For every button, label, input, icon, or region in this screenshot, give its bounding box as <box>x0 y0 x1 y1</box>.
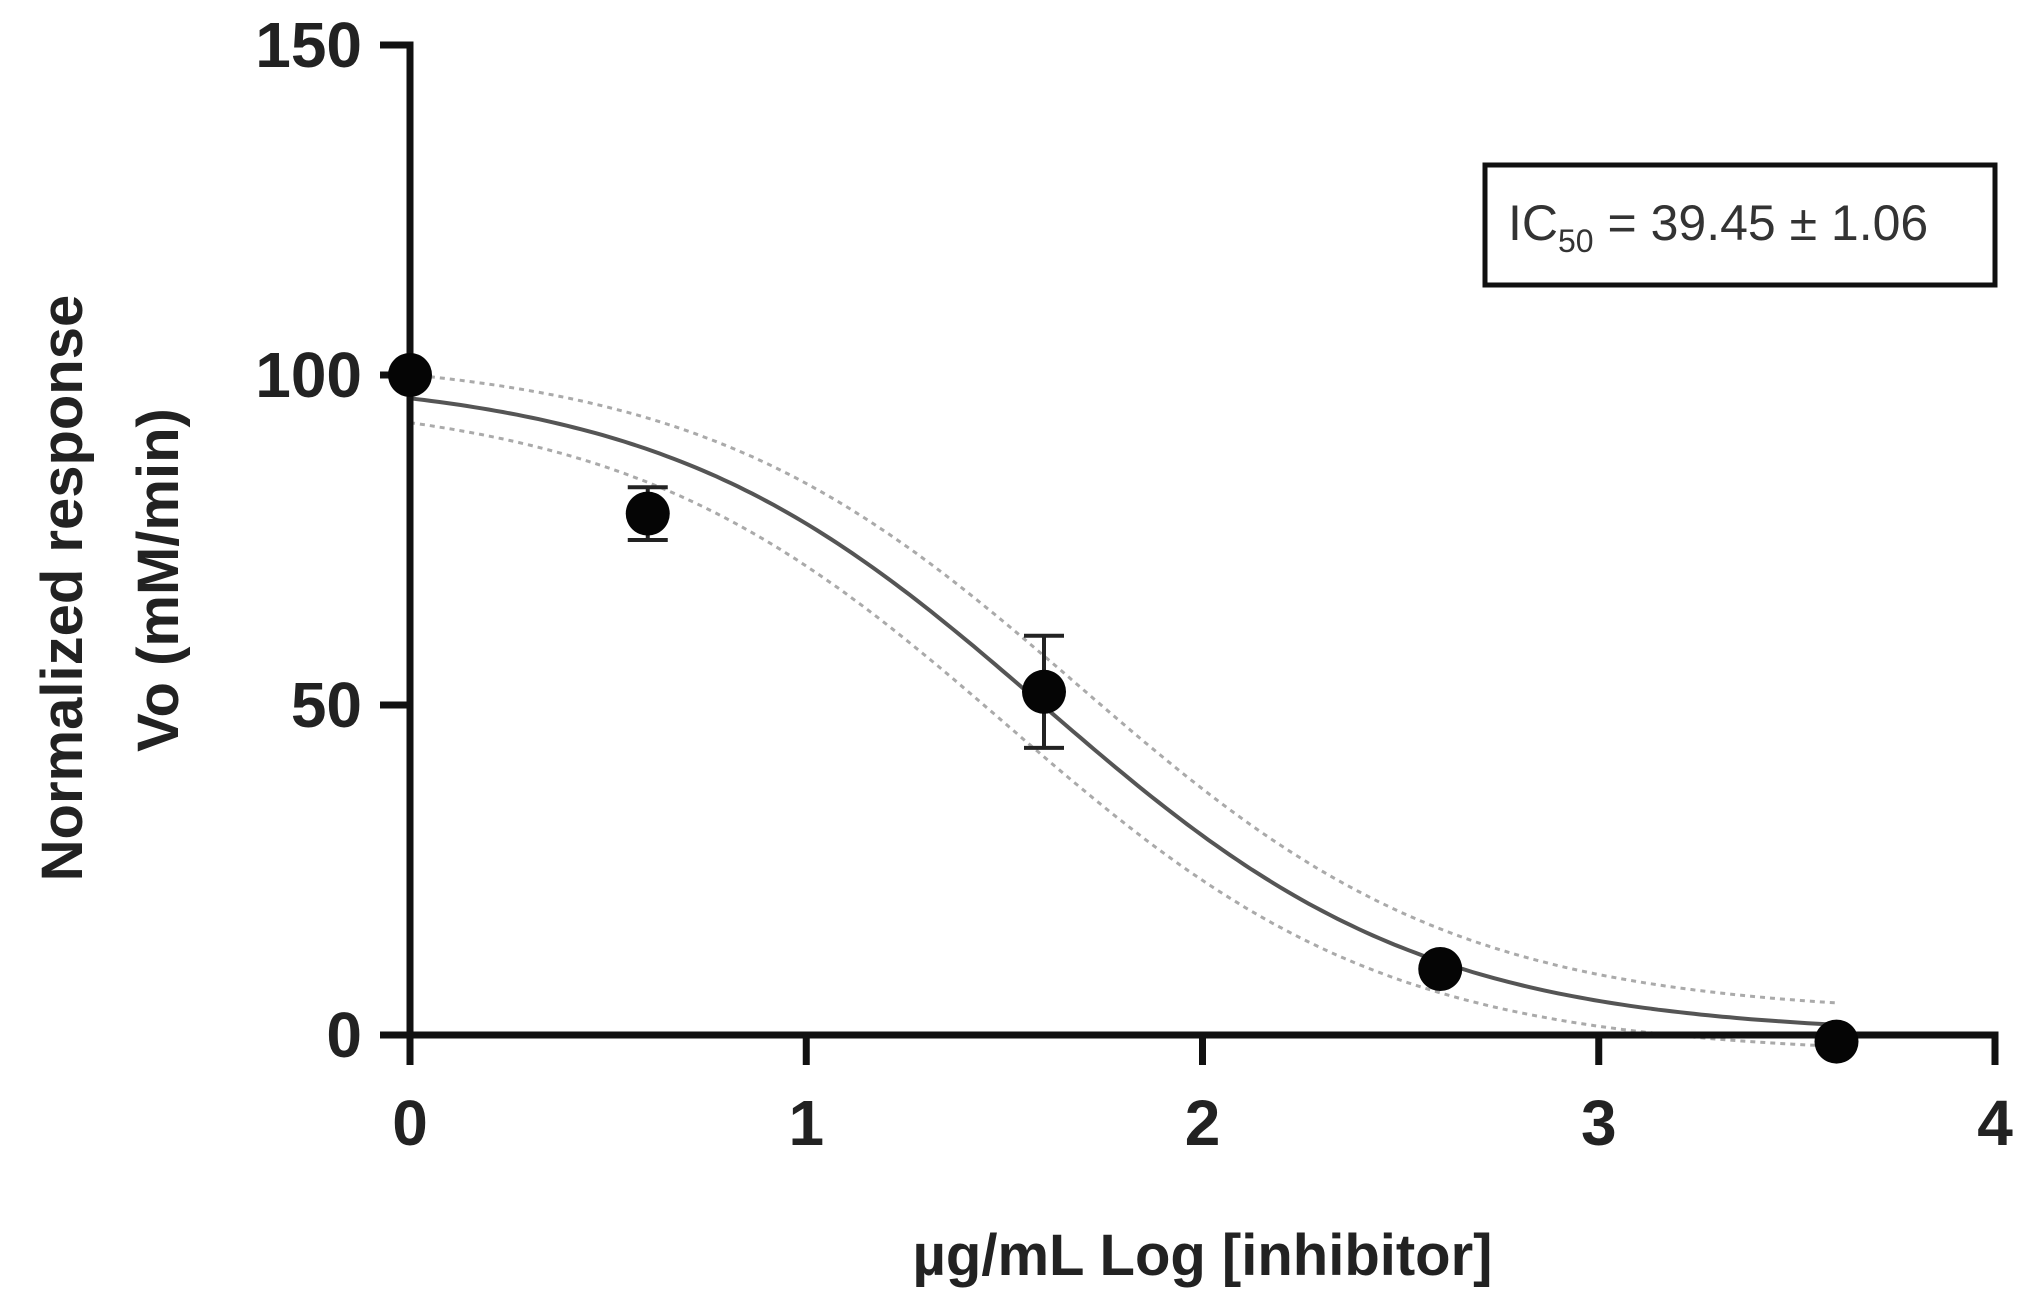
y-axis-title-line-2: Vo (mM/min) <box>126 408 191 752</box>
fit-curve <box>409 396 1837 1027</box>
x-tick-label-3: 3 <box>1581 1087 1617 1159</box>
data-point-2 <box>1022 669 1066 714</box>
x-tick-label-1: 1 <box>788 1087 824 1159</box>
x-tick-label-4: 4 <box>1977 1087 2013 1159</box>
annotation-suffix: = 39.45 ± 1.06 <box>1594 195 1929 251</box>
confidence-band-lower <box>409 421 1837 1048</box>
y-tick-label-0: 0 <box>326 999 362 1071</box>
y-tick-label-100: 100 <box>255 339 362 411</box>
x-tick-label-2: 2 <box>1185 1087 1221 1159</box>
data-point-4 <box>1814 1019 1859 1064</box>
y-tick-label-150: 150 <box>255 9 362 81</box>
fit-curve-group <box>409 396 1837 1027</box>
x-tick-label-0: 0 <box>392 1087 428 1159</box>
data-point-1 <box>625 491 670 536</box>
annotation-box <box>1482 162 1998 288</box>
ic50-annotation: IC50 = 39.45 ± 1.06 <box>1482 162 1998 288</box>
y-tick-label-50: 50 <box>291 669 362 741</box>
y-axis-title: Normalized response Vo (mM/min) <box>30 279 191 882</box>
data-point-0 <box>388 353 432 397</box>
data-point-3 <box>1418 947 1463 991</box>
annotation-text: IC50 = 39.45 ± 1.06 <box>1508 195 1928 259</box>
y-axis-title-line-1: Normalized response <box>30 295 95 882</box>
confidence-band <box>409 373 1837 1048</box>
data-points <box>388 353 1859 1064</box>
annotation-prefix: IC <box>1508 195 1558 251</box>
ticks: 0 50 100 150 0 1 2 3 4 <box>255 9 2013 1159</box>
confidence-band-upper <box>409 373 1837 1005</box>
x-axis-title: µg/mL Log [inhibitor] <box>913 1223 1493 1288</box>
annotation-subscript: 50 <box>1558 223 1594 259</box>
